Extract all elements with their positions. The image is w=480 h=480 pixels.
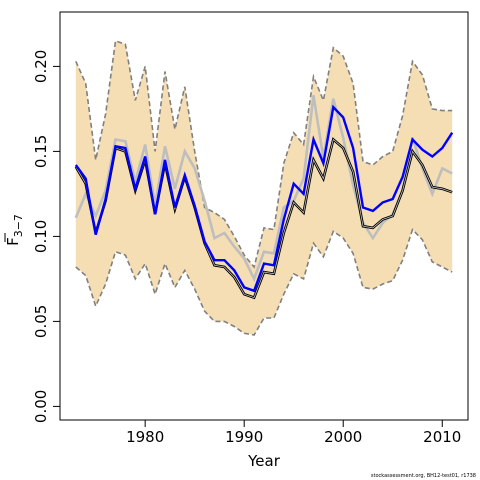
upper-bound-line (75, 39, 453, 269)
confidence-band (75, 40, 453, 336)
y-axis: 0.00 0.05 0.10 0.15 0.20 (32, 50, 60, 423)
series-lines-layer (74, 95, 454, 300)
plot-frame (59, 11, 469, 421)
svg-text:F3−7: F3−7 (4, 214, 25, 246)
y-tick-label: 0.05 (32, 305, 50, 338)
x-axis-title: Year (247, 452, 281, 470)
y-axis-title-main: F (4, 237, 22, 246)
x-tick-label: 1980 (126, 428, 164, 446)
footer-credit: stockassessment.org, BH12-test01, r1738 (371, 473, 476, 479)
x-tick-label: 2000 (324, 428, 362, 446)
confidence-band-layer (75, 39, 453, 336)
y-tick-label: 0.10 (32, 220, 50, 253)
x-tick-label: 1990 (225, 428, 263, 446)
x-axis: 1980 1990 2000 2010 (126, 420, 461, 446)
y-tick-label: 0.15 (32, 135, 50, 168)
x-tick-label: 2010 (423, 428, 461, 446)
blue-series-line (74, 104, 454, 293)
y-axis-title-subscript: 3−7 (12, 214, 25, 237)
y-axis-title: F3−7 (4, 214, 25, 246)
y-tick-label: 0.20 (32, 50, 50, 83)
lower-bound-line (75, 228, 453, 336)
y-tick-label: 0.00 (32, 390, 50, 423)
